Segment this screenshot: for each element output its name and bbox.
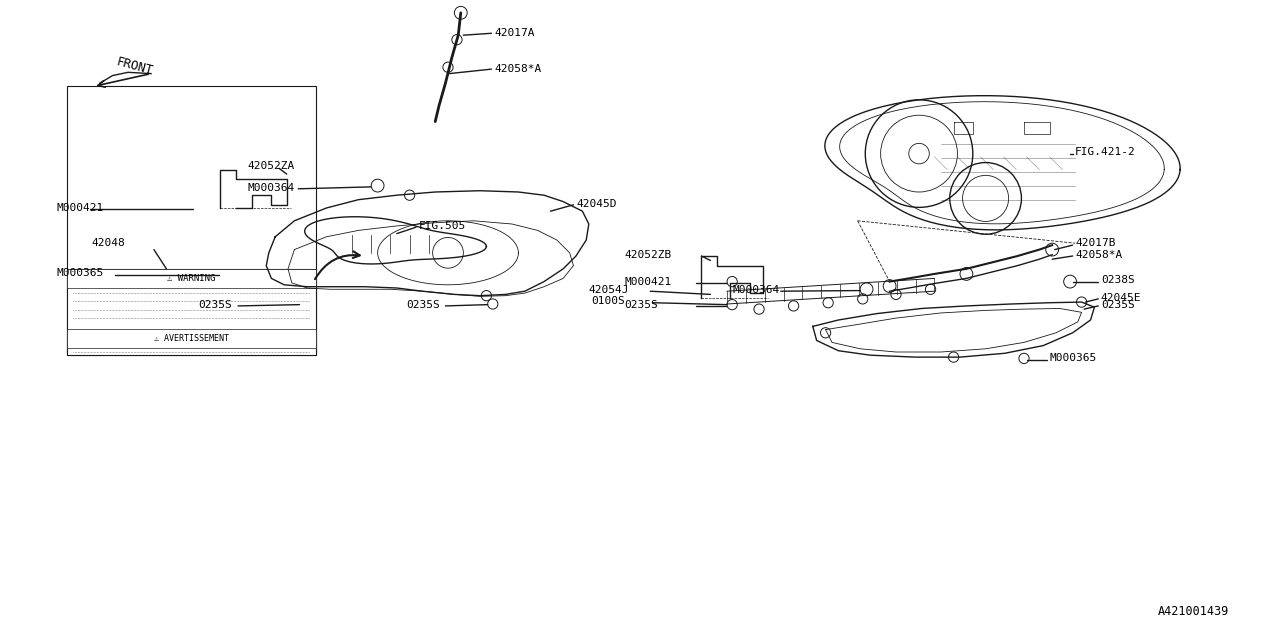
Text: FIG.505: FIG.505 — [419, 221, 466, 231]
FancyArrowPatch shape — [315, 252, 360, 279]
Text: ⚠ WARNING: ⚠ WARNING — [168, 274, 215, 283]
Text: 42048: 42048 — [92, 238, 125, 248]
FancyBboxPatch shape — [67, 338, 316, 355]
Text: 0235S: 0235S — [1101, 300, 1134, 310]
Text: 0235S: 0235S — [198, 300, 232, 310]
Text: 42052ZB: 42052ZB — [625, 250, 672, 260]
Text: M000421: M000421 — [625, 276, 672, 287]
Text: M000365: M000365 — [56, 268, 104, 278]
Bar — [67, 329, 316, 348]
Bar — [67, 269, 316, 288]
Text: M000365: M000365 — [1050, 353, 1097, 364]
Text: 42054J: 42054J — [589, 285, 630, 295]
Text: 42052ZA: 42052ZA — [247, 161, 294, 172]
Text: 42058*A: 42058*A — [494, 64, 541, 74]
Text: 42017A: 42017A — [494, 28, 535, 38]
Text: FRONT: FRONT — [115, 56, 155, 77]
Text: M000421: M000421 — [56, 203, 104, 213]
Text: 0100S: 0100S — [591, 296, 625, 307]
Text: 42017B: 42017B — [1075, 238, 1116, 248]
Bar — [67, 86, 316, 355]
Text: 0238S: 0238S — [1101, 275, 1134, 285]
Bar — [67, 269, 316, 355]
Text: M000364: M000364 — [247, 182, 294, 193]
Text: FIG.421-2: FIG.421-2 — [1075, 147, 1135, 157]
Text: 42045E: 42045E — [1101, 292, 1142, 303]
Text: 0235S: 0235S — [406, 300, 439, 310]
Text: 42045D: 42045D — [576, 198, 617, 209]
Text: 42058*A: 42058*A — [1075, 250, 1123, 260]
Text: A421001439: A421001439 — [1157, 605, 1229, 618]
Text: M000364: M000364 — [732, 285, 780, 295]
Text: ⚠ AVERTISSEMENT: ⚠ AVERTISSEMENT — [154, 334, 229, 343]
Text: 0235S: 0235S — [625, 300, 658, 310]
